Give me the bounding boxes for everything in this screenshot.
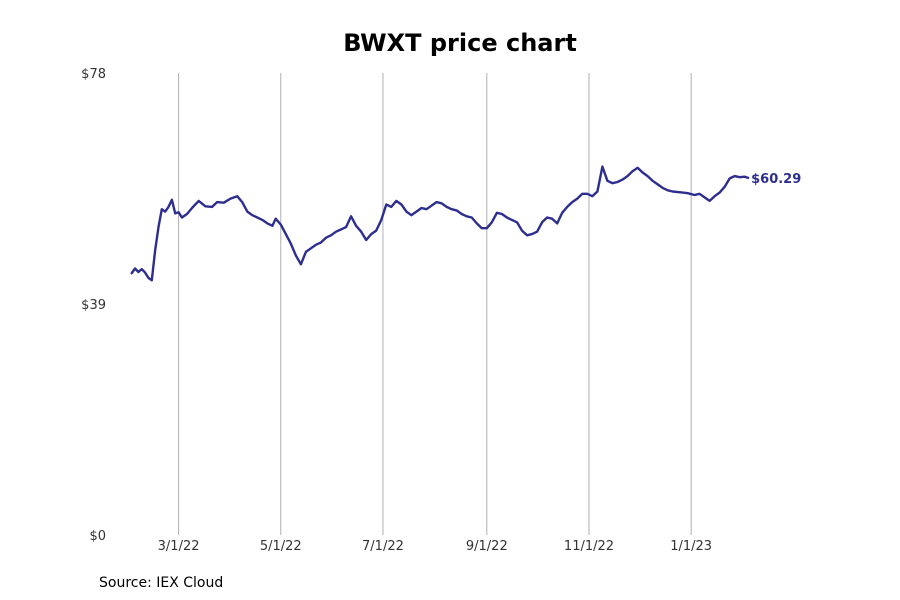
- x-tick-label: 9/1/22: [466, 539, 508, 554]
- x-tick-label: 7/1/22: [362, 539, 404, 554]
- vertical-gridlines: [178, 73, 692, 535]
- y-tick-label: $78: [81, 67, 106, 82]
- chart-title: BWXT price chart: [343, 29, 577, 57]
- y-tick-label: $0: [89, 529, 106, 544]
- x-tick-label: 11/1/22: [564, 539, 614, 554]
- x-tick-label: 3/1/22: [158, 539, 200, 554]
- y-axis-ticks: $78 $39 $0: [81, 67, 106, 544]
- price-line: [130, 165, 750, 282]
- source-note: Source: IEX Cloud: [99, 575, 223, 591]
- x-tick-label: 5/1/22: [260, 539, 302, 554]
- last-price-label: $60.29: [751, 172, 801, 187]
- y-tick-label: $39: [81, 298, 106, 313]
- x-axis-ticks: 3/1/22 5/1/22 7/1/22 9/1/22 11/1/22 1/1/23: [158, 539, 712, 554]
- x-tick-label: 1/1/23: [670, 539, 712, 554]
